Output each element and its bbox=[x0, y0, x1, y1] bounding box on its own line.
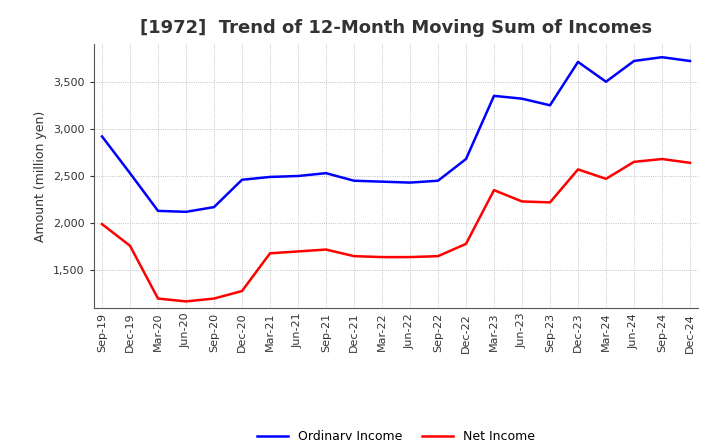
Ordinary Income bbox=[546, 103, 554, 108]
Ordinary Income bbox=[378, 179, 387, 184]
Ordinary Income bbox=[210, 205, 218, 210]
Net Income bbox=[546, 200, 554, 205]
Ordinary Income bbox=[574, 59, 582, 65]
Ordinary Income bbox=[350, 178, 359, 183]
Net Income bbox=[657, 156, 666, 161]
Net Income bbox=[574, 167, 582, 172]
Net Income bbox=[518, 199, 526, 204]
Ordinary Income bbox=[126, 171, 135, 176]
Net Income bbox=[210, 296, 218, 301]
Ordinary Income bbox=[98, 134, 107, 139]
Net Income bbox=[630, 159, 639, 165]
Net Income bbox=[433, 253, 442, 259]
Ordinary Income bbox=[153, 208, 162, 213]
Ordinary Income bbox=[630, 59, 639, 64]
Ordinary Income bbox=[602, 79, 611, 84]
Ordinary Income bbox=[518, 96, 526, 101]
Ordinary Income bbox=[238, 177, 246, 183]
Net Income bbox=[378, 254, 387, 260]
Net Income bbox=[462, 241, 470, 246]
Ordinary Income bbox=[181, 209, 190, 214]
Net Income bbox=[126, 243, 135, 249]
Net Income bbox=[98, 221, 107, 227]
Net Income bbox=[602, 176, 611, 181]
Net Income bbox=[238, 288, 246, 293]
Ordinary Income bbox=[685, 59, 694, 64]
Ordinary Income bbox=[490, 93, 498, 99]
Y-axis label: Amount (million yen): Amount (million yen) bbox=[35, 110, 48, 242]
Title: [1972]  Trend of 12-Month Moving Sum of Incomes: [1972] Trend of 12-Month Moving Sum of I… bbox=[140, 19, 652, 37]
Net Income bbox=[350, 253, 359, 259]
Ordinary Income bbox=[294, 173, 302, 179]
Net Income bbox=[294, 249, 302, 254]
Ordinary Income bbox=[405, 180, 414, 185]
Ordinary Income bbox=[266, 174, 274, 180]
Line: Ordinary Income: Ordinary Income bbox=[102, 57, 690, 212]
Ordinary Income bbox=[322, 171, 330, 176]
Ordinary Income bbox=[433, 178, 442, 183]
Net Income bbox=[490, 187, 498, 193]
Line: Net Income: Net Income bbox=[102, 159, 690, 301]
Net Income bbox=[266, 251, 274, 256]
Legend: Ordinary Income, Net Income: Ordinary Income, Net Income bbox=[252, 425, 540, 440]
Net Income bbox=[405, 254, 414, 260]
Net Income bbox=[181, 299, 190, 304]
Ordinary Income bbox=[657, 55, 666, 60]
Net Income bbox=[153, 296, 162, 301]
Net Income bbox=[322, 247, 330, 252]
Net Income bbox=[685, 160, 694, 165]
Ordinary Income bbox=[462, 156, 470, 161]
